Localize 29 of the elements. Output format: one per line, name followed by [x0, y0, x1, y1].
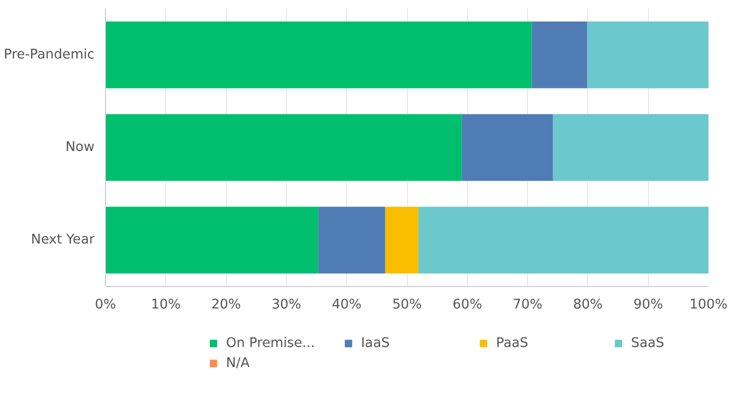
x-tick-label: 30% [272, 298, 302, 312]
x-tick-label: 20% [211, 298, 241, 312]
bar [418, 206, 708, 274]
bar [385, 206, 418, 274]
bar [462, 114, 553, 181]
legend-label: PaaS [496, 335, 530, 351]
x-tick-label: 40% [332, 298, 362, 312]
y-tick-label: Pre-Pandemic [4, 47, 95, 62]
bar [106, 206, 318, 274]
x-tick-label: 60% [452, 298, 482, 312]
bar [106, 114, 462, 181]
bar [532, 21, 588, 88]
x-tick-label: 50% [392, 298, 422, 312]
bar [552, 114, 708, 181]
y-tick-label: Now [65, 140, 95, 155]
legend-label: IaaS [361, 335, 391, 351]
x-tick-label: 10% [150, 298, 181, 312]
bar [106, 21, 532, 88]
x-tick-label: 80% [573, 298, 603, 312]
bar [318, 206, 386, 274]
bar [587, 21, 708, 88]
x-tick-label: 90% [633, 298, 664, 312]
x-tick-label: 0% [94, 298, 116, 312]
legend-label: N/A [226, 355, 251, 371]
legend-label: SaaS [631, 335, 666, 351]
y-tick-label: Next Year [30, 232, 96, 248]
legend-label: On Premise... [226, 335, 316, 351]
x-tick-label: 70% [512, 298, 542, 312]
x-tick-label: 100% [689, 298, 728, 312]
